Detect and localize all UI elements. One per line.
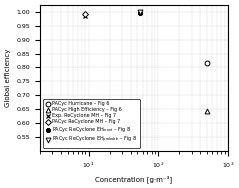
Y-axis label: Global efficiency: Global efficiency bbox=[5, 49, 11, 107]
Legend: PACyc Hurricane – Fig 6, PACyc High Efficiency – Fig 6, Exp. ReCyclone MH – Fig : PACyc Hurricane – Fig 6, PACyc High Effi… bbox=[43, 99, 140, 148]
X-axis label: Concentration [g·m⁻³]: Concentration [g·m⁻³] bbox=[95, 175, 173, 183]
